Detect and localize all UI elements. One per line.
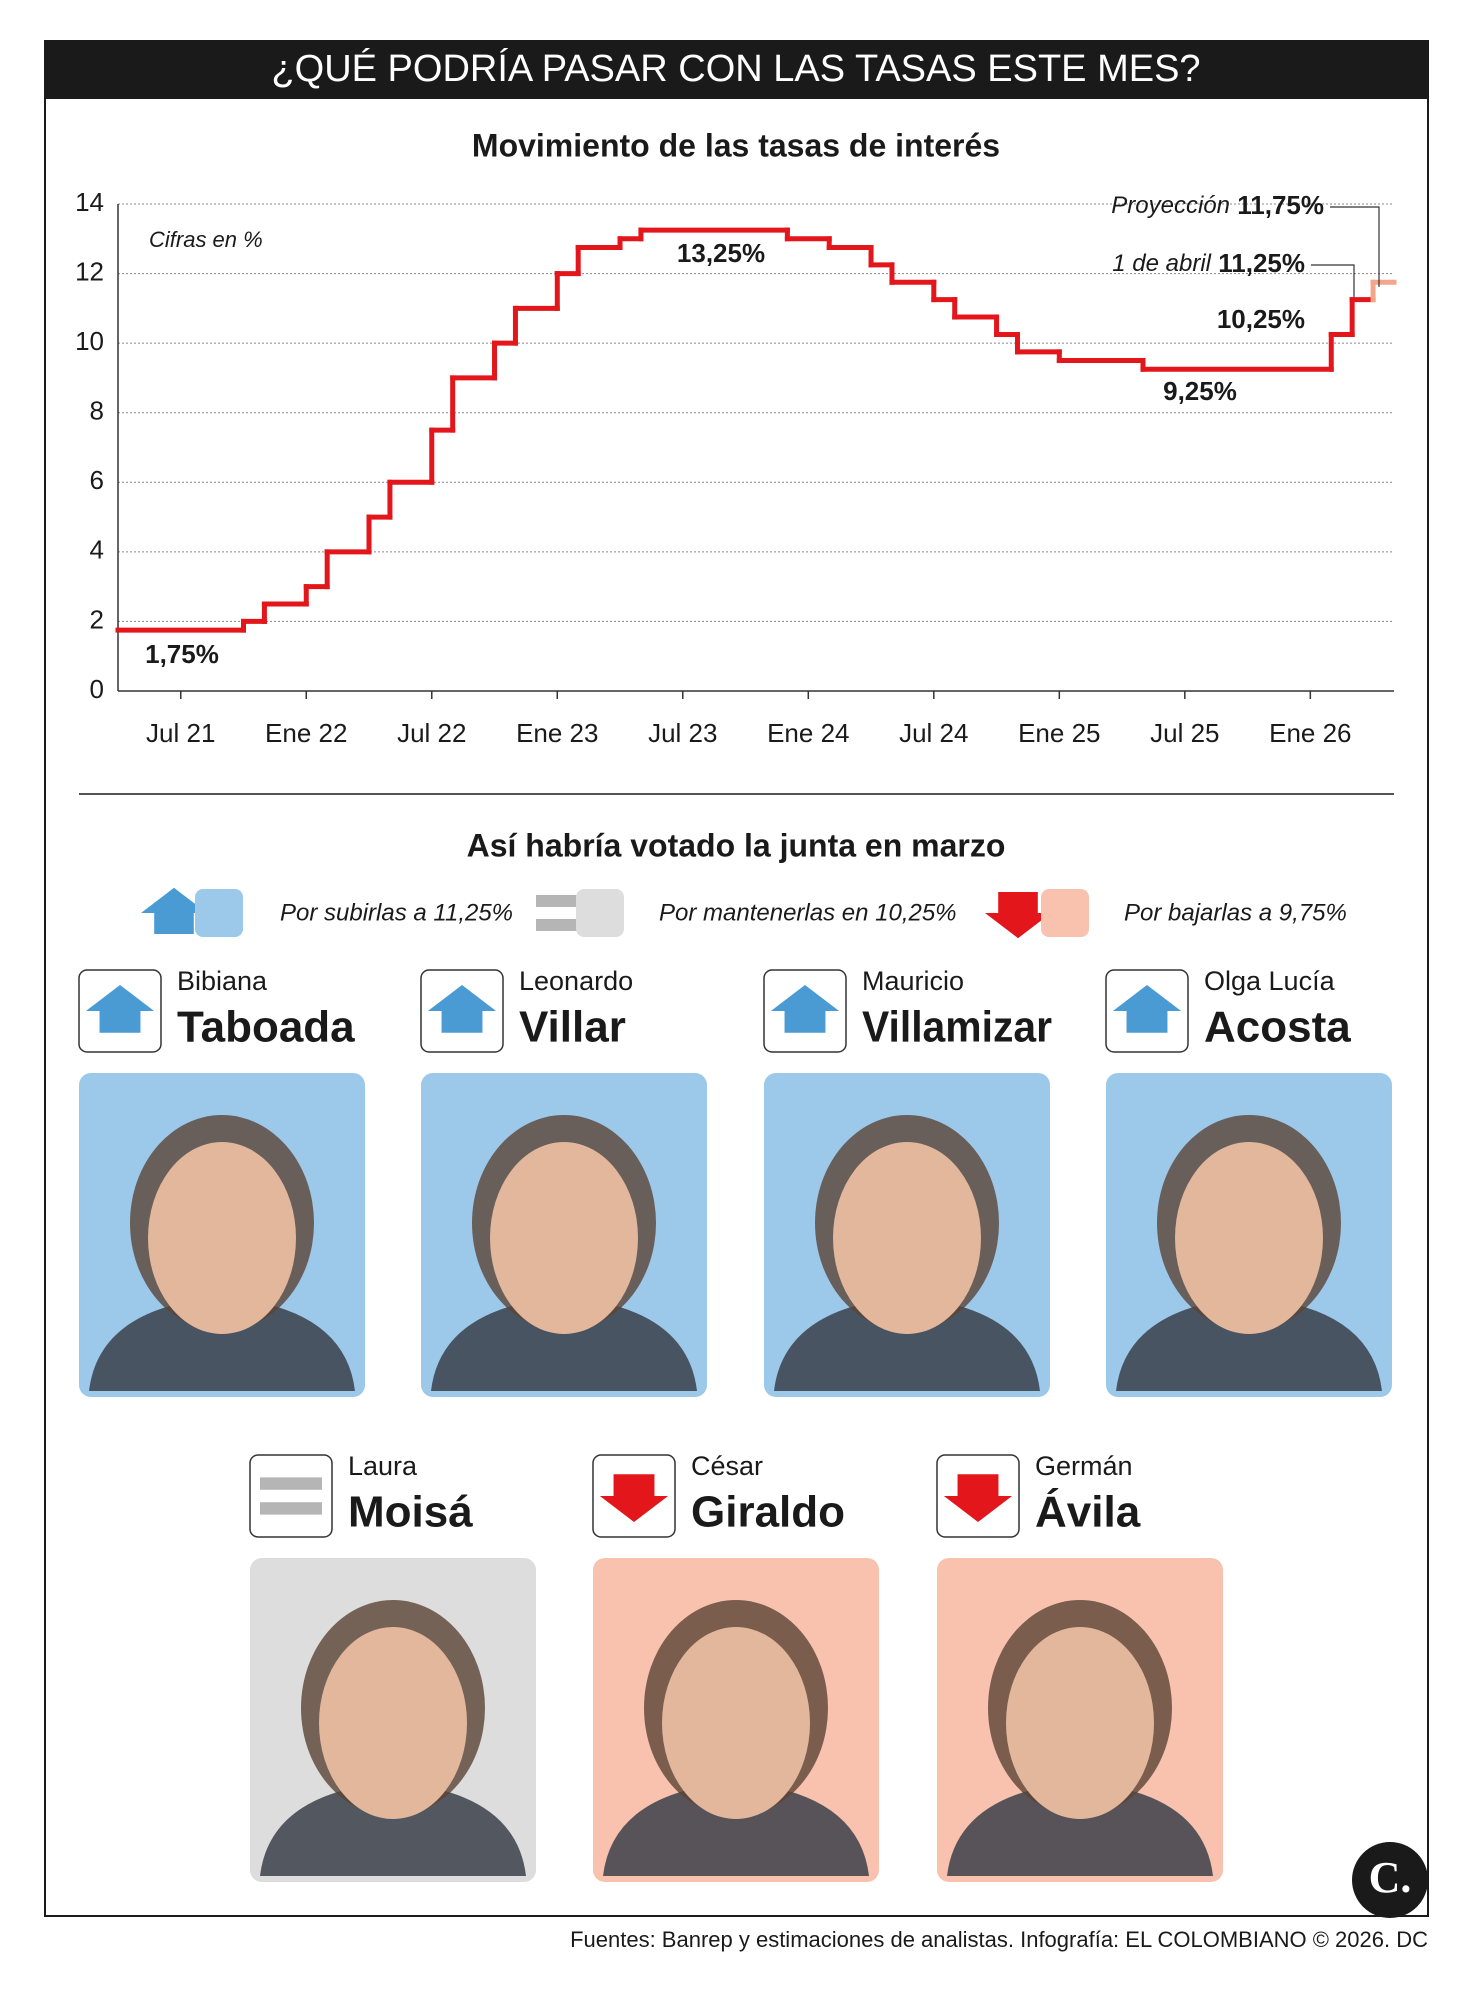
member-last-name: Villar	[519, 1003, 626, 1052]
annotation-text: Proyección	[1111, 192, 1230, 219]
icon-up	[1112, 984, 1182, 1033]
legend-swatch	[1041, 889, 1089, 937]
legend-swatch	[576, 889, 624, 937]
x-tick-label: Ene 26	[1269, 718, 1351, 748]
annotation-value: 11,75%	[1237, 190, 1324, 220]
header-title: ¿QUÉ PODRÍA PASAR CON LAS TASAS ESTE MES…	[271, 47, 1200, 90]
x-tick-label: Ene 22	[265, 718, 347, 748]
member-first-name: Germán	[1035, 1451, 1133, 1481]
member-first-name: Laura	[348, 1451, 418, 1481]
photo-face	[833, 1142, 981, 1334]
annotation: Proyección 11,75%	[1111, 190, 1324, 220]
y-tick-label: 4	[90, 535, 104, 565]
source: Fuentes: Banrep y estimaciones de analis…	[570, 1927, 1428, 1952]
leader	[1330, 206, 1380, 287]
photo-face	[490, 1142, 638, 1334]
votes-title: Así habría votado la junta en marzo	[467, 827, 1006, 863]
member-first-name: César	[691, 1451, 763, 1481]
icon-up	[85, 984, 155, 1033]
annotation: 10,25%	[1217, 304, 1305, 334]
photo-face	[1175, 1142, 1323, 1334]
photo-face	[662, 1627, 810, 1819]
y-tick-label: 12	[75, 256, 104, 286]
y-tick-label: 8	[90, 396, 104, 426]
member-first-name: Olga Lucía	[1204, 966, 1336, 996]
annotation: 9,25%	[1163, 376, 1237, 406]
photo-shoulders	[947, 1782, 1213, 1876]
photo-face	[319, 1627, 467, 1819]
annotation-value: 9,25%	[1163, 376, 1237, 406]
annotation: 13,25%	[677, 238, 765, 268]
icon-down	[943, 1474, 1013, 1523]
annotation-text: 1 de abril	[1112, 250, 1211, 277]
photo-face	[1006, 1627, 1154, 1819]
y-tick-label: 2	[90, 604, 104, 634]
chart-subtitle: Cifras en %	[149, 227, 263, 252]
chart-title: Movimiento de las tasas de interés	[472, 127, 1000, 163]
icon-same	[260, 1477, 322, 1490]
y-tick-label: 0	[90, 674, 104, 704]
photo-shoulders	[89, 1297, 355, 1391]
annotation-value: 11,25%	[1218, 248, 1305, 278]
legend-label: Por mantenerlas en 10,25%	[659, 899, 957, 926]
x-tick-label: Jul 25	[1150, 718, 1219, 748]
member-last-name: Taboada	[177, 1003, 355, 1052]
member-last-name: Villamizar	[862, 1003, 1052, 1052]
annotation-value: 10,25%	[1217, 304, 1305, 334]
photo-shoulders	[431, 1297, 697, 1391]
icon-up	[770, 984, 840, 1033]
photo-shoulders	[603, 1782, 869, 1876]
legend-label: Por subirlas a 11,25%	[280, 899, 513, 926]
y-tick-label: 10	[75, 326, 104, 356]
annotation-value: 1,75%	[145, 639, 219, 669]
vote-box	[249, 1454, 333, 1538]
x-tick-label: Ene 23	[516, 718, 598, 748]
y-tick-label: 14	[75, 187, 104, 217]
logo-text: C.	[1369, 1853, 1412, 1902]
icon-down	[985, 892, 1051, 939]
annotation: 1 de abril 11,25%	[1112, 248, 1305, 278]
photo-shoulders	[774, 1297, 1040, 1391]
icon-up	[427, 984, 497, 1033]
annotation: 1,75%	[145, 639, 219, 669]
legend-swatch	[195, 889, 243, 937]
member-first-name: Bibiana	[177, 966, 268, 996]
x-tick-label: Ene 25	[1018, 718, 1100, 748]
x-tick-label: Jul 24	[899, 718, 968, 748]
icon-down	[599, 1474, 669, 1523]
x-tick-label: Ene 24	[767, 718, 849, 748]
x-tick-label: Jul 23	[648, 718, 717, 748]
annotation-value: 13,25%	[677, 238, 765, 268]
member-last-name: Ávila	[1035, 1487, 1141, 1537]
member-last-name: Giraldo	[691, 1488, 845, 1537]
photo-shoulders	[1116, 1297, 1382, 1391]
y-tick-label: 6	[90, 465, 104, 495]
logo	[1352, 1842, 1428, 1918]
member-first-name: Mauricio	[862, 966, 964, 996]
member-first-name: Leonardo	[519, 966, 633, 996]
member-last-name: Moisá	[348, 1488, 473, 1537]
leader	[1311, 264, 1355, 297]
member-last-name: Acosta	[1204, 1003, 1351, 1052]
icon-up	[141, 887, 207, 934]
icon-same	[260, 1502, 322, 1515]
photo-shoulders	[260, 1782, 526, 1876]
x-tick-label: Jul 21	[146, 718, 215, 748]
photo-face	[148, 1142, 296, 1334]
header-bar	[45, 41, 1428, 99]
x-tick-label: Jul 22	[397, 718, 466, 748]
legend-label: Por bajarlas a 9,75%	[1124, 899, 1347, 926]
